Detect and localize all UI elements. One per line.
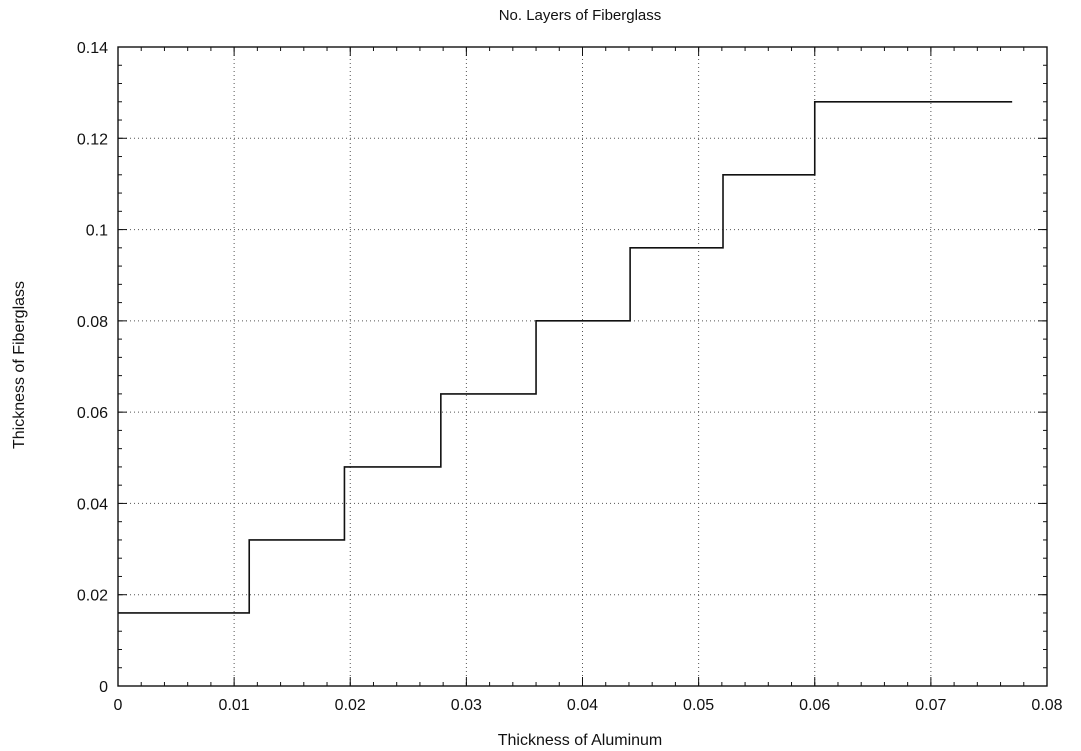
x-tick-label: 0 [114, 697, 123, 714]
plot-frame [118, 47, 1047, 686]
series-line [118, 102, 1012, 613]
y-tick-label: 0.04 [77, 496, 108, 513]
x-tick-label: 0.07 [915, 697, 946, 714]
y-axis-title: Thickness of Fiberglass [11, 281, 28, 449]
x-tick-label: 0.08 [1031, 697, 1062, 714]
x-tick-label: 0.03 [451, 697, 482, 714]
y-tick-label: 0.08 [77, 314, 108, 331]
x-tick-label: 0.01 [219, 697, 250, 714]
y-tick-label: 0.12 [77, 131, 108, 148]
y-tick-label: 0.02 [77, 588, 108, 605]
y-tick-label: 0.1 [86, 223, 108, 240]
y-tick-label: 0 [99, 679, 108, 696]
y-tick-label: 0.14 [77, 40, 108, 57]
x-tick-label: 0.06 [799, 697, 830, 714]
y-tick-label: 0.06 [77, 405, 108, 422]
x-axis-title: Thickness of Aluminum [498, 732, 663, 749]
plot-area: 0 0.01 0.02 0.03 0.04 0.05 0.06 0.07 0.08 0 0.02 0.… [77, 40, 1063, 714]
x-tick-label: 0.05 [683, 697, 714, 714]
chart-title: No. Layers of Fiberglass [499, 7, 662, 24]
x-tick-label: 0.02 [335, 697, 366, 714]
x-tick-label: 0.04 [567, 697, 598, 714]
